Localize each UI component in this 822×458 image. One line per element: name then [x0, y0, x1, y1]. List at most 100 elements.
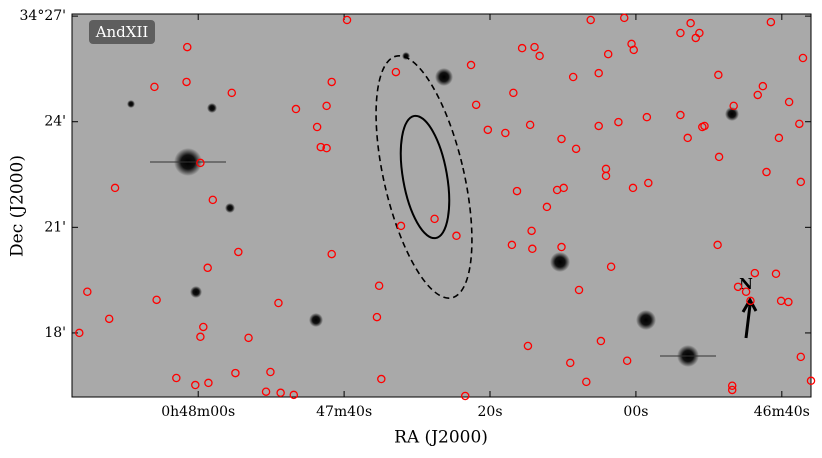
source-marker — [698, 122, 707, 132]
source-marker — [509, 88, 518, 98]
source-marker — [196, 158, 205, 168]
source-marker — [183, 42, 192, 52]
source-marker — [430, 214, 439, 224]
source-marker — [261, 387, 271, 396]
x-tick-label: 0h48m00s — [161, 404, 235, 420]
source-marker — [316, 142, 326, 152]
source-marker — [507, 240, 517, 250]
source-marker — [227, 88, 237, 98]
source-marker — [714, 70, 723, 80]
source-marker — [762, 167, 771, 177]
source-marker — [795, 119, 804, 129]
source-marker — [557, 242, 566, 252]
source-marker — [104, 314, 114, 324]
source-marker — [582, 377, 591, 387]
source-marker — [683, 133, 692, 143]
source-marker — [523, 341, 533, 351]
source-marker — [204, 378, 213, 388]
source-marker — [396, 221, 406, 231]
x-tick-label: 47m40s — [316, 404, 372, 420]
source-marker — [774, 133, 784, 143]
compass-arrow — [741, 296, 758, 339]
source-marker — [619, 13, 629, 23]
source-marker — [274, 298, 283, 308]
source-marker — [566, 358, 575, 368]
source-marker — [603, 49, 613, 59]
source-marker — [152, 295, 161, 305]
inner-ellipse — [399, 114, 451, 240]
source-marker — [527, 226, 536, 236]
source-marker — [501, 128, 510, 138]
source-marker — [798, 53, 808, 63]
source-marker — [686, 18, 695, 28]
source-marker — [150, 82, 159, 92]
y-tick-label: 34°27' — [20, 8, 66, 24]
source-marker — [758, 81, 768, 91]
badge-bg — [89, 20, 155, 44]
source-marker — [733, 282, 743, 292]
source-marker — [322, 101, 331, 111]
x-tick-label: 20s — [478, 404, 503, 420]
source-marker — [327, 77, 336, 87]
source-marker — [628, 183, 638, 193]
source-marker — [729, 101, 738, 111]
source-marker — [391, 67, 401, 77]
source-marker — [771, 269, 781, 279]
source-marker — [289, 390, 299, 400]
source-marker — [452, 231, 461, 241]
source-marker — [601, 171, 611, 181]
source-marker — [557, 134, 566, 144]
source-marker — [377, 374, 386, 384]
source-marker — [784, 97, 794, 107]
source-marker — [466, 60, 476, 70]
source-marker — [594, 121, 603, 131]
source-marker — [644, 178, 653, 188]
source-marker — [622, 356, 632, 365]
source-marker — [182, 77, 191, 87]
source-marker — [528, 244, 537, 254]
source-marker — [750, 268, 760, 278]
source-marker — [110, 183, 120, 193]
source-marker — [199, 322, 208, 332]
source-marker — [806, 376, 816, 386]
source-marker — [784, 297, 793, 307]
source-marker — [642, 112, 652, 122]
compass-label: N — [739, 275, 753, 293]
source-marker — [342, 15, 352, 25]
source-marker — [627, 39, 636, 49]
source-marker — [231, 368, 240, 378]
source-marker — [75, 328, 84, 338]
source-marker — [291, 104, 301, 114]
source-marker — [753, 90, 762, 100]
source-marker — [327, 249, 336, 259]
source-marker — [714, 152, 724, 162]
source-marker — [266, 367, 275, 377]
source-marker — [727, 385, 737, 395]
source-marker — [471, 100, 481, 110]
source-marker — [796, 177, 806, 187]
source-marker — [191, 380, 200, 390]
source-marker — [517, 43, 527, 53]
source-marker — [542, 202, 552, 212]
source-marker — [172, 373, 181, 383]
source-marker — [766, 17, 776, 27]
source-marker — [568, 72, 578, 82]
source-marker — [372, 312, 382, 322]
y-tick-label: 21' — [44, 219, 66, 235]
source-marker — [244, 333, 253, 343]
source-marker — [203, 263, 212, 273]
source-marker — [312, 122, 322, 132]
source-marker — [571, 144, 581, 154]
x-tick-label: 00s — [623, 404, 648, 420]
source-marker — [535, 51, 544, 61]
source-marker — [676, 110, 685, 120]
source-marker — [276, 388, 285, 398]
y-tick-label: 18' — [44, 325, 66, 341]
object-label: AndXII — [95, 23, 149, 41]
source-marker — [596, 336, 606, 346]
source-marker — [234, 247, 243, 257]
x-axis-label: RA (J2000) — [394, 428, 488, 448]
y-tick-label: 24' — [44, 114, 66, 130]
source-marker — [460, 391, 470, 401]
